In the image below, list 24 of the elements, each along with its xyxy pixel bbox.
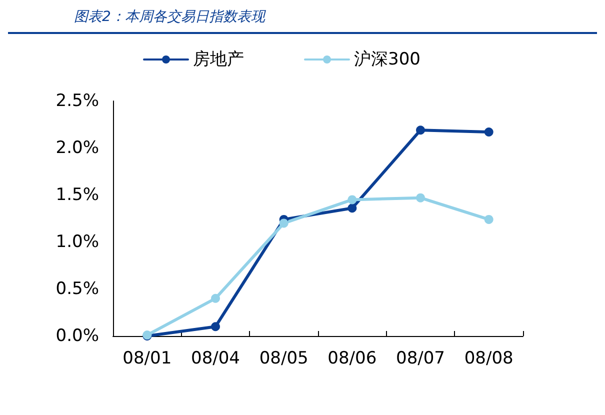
x-tick-label: 08/01	[122, 348, 172, 368]
y-tick-label: 0.5%	[56, 279, 99, 299]
point	[416, 193, 425, 202]
point	[348, 204, 357, 213]
legend-label: 房地产	[193, 50, 244, 70]
point	[416, 126, 425, 135]
legend-label: 沪深300	[354, 50, 420, 70]
x-tick-label: 08/07	[396, 348, 445, 368]
y-tick-label: 1.5%	[56, 185, 99, 205]
chart-title: 图表2：本周各交易日指数表现	[8, 8, 597, 34]
y-tick-label: 2.0%	[56, 138, 99, 158]
point	[211, 294, 220, 303]
y-tick-label: 1.0%	[56, 232, 99, 252]
x-tick-label: 08/04	[191, 348, 240, 368]
y-tick-label: 2.5%	[56, 91, 99, 111]
point	[484, 214, 494, 224]
x-tick-label: 08/08	[464, 348, 514, 368]
x-tick-label: 08/06	[328, 348, 377, 368]
point	[348, 195, 357, 204]
point	[279, 218, 288, 228]
y-tick-label: 0.0%	[56, 326, 99, 346]
point	[484, 128, 494, 137]
x-tick-label: 08/05	[259, 348, 308, 368]
point	[211, 322, 220, 332]
